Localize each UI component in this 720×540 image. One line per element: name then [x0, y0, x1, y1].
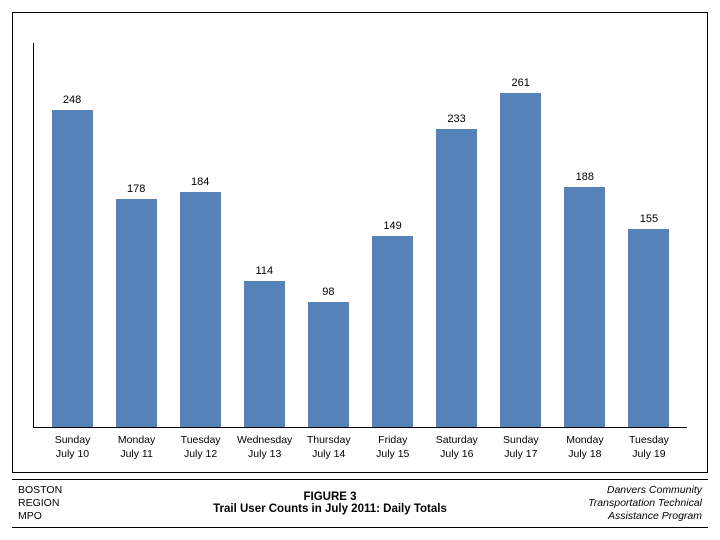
figure-number: FIGURE 3 — [108, 491, 552, 503]
x-axis-label: MondayJuly 11 — [105, 434, 169, 461]
x-axis-label: SaturdayJuly 16 — [425, 434, 489, 461]
x-axis-label: ThursdayJuly 14 — [297, 434, 361, 461]
org-line-3: MPO — [18, 510, 108, 523]
bar-slot: 248 — [40, 43, 104, 427]
program-line-3: Assistance Program — [552, 510, 702, 523]
caption-panel: BOSTON REGION MPO FIGURE 3 Trail User Co… — [12, 479, 708, 528]
caption-center: FIGURE 3 Trail User Counts in July 2011:… — [108, 491, 552, 515]
bar-value-label: 184 — [191, 176, 209, 188]
bar-slot: 114 — [232, 43, 296, 427]
bar — [244, 281, 285, 427]
bar-slot: 233 — [425, 43, 489, 427]
bar-slot: 149 — [360, 43, 424, 427]
bar-slot: 178 — [104, 43, 168, 427]
caption-right: Danvers Community Transportation Technic… — [552, 484, 702, 523]
bar-slot: 155 — [617, 43, 681, 427]
x-axis-label: SundayJuly 17 — [489, 434, 553, 461]
figure-title: Trail User Counts in July 2011: Daily To… — [108, 503, 552, 515]
bar-value-label: 248 — [63, 94, 81, 106]
bar-value-label: 98 — [322, 286, 334, 298]
x-axis-label: WednesdayJuly 13 — [233, 434, 297, 461]
bar-value-label: 114 — [256, 265, 274, 277]
plot-area: 248 178 184 114 98 149 233 261 188 155 — [33, 43, 687, 428]
bar — [436, 129, 477, 428]
x-axis-labels: SundayJuly 10MondayJuly 11TuesdayJuly 12… — [35, 428, 688, 461]
chart-panel: 248 178 184 114 98 149 233 261 188 155 SundayJuly… — [12, 12, 708, 473]
x-axis-label: FridayJuly 15 — [361, 434, 425, 461]
bar — [628, 229, 669, 428]
bar — [308, 302, 349, 428]
bar-value-label: 149 — [383, 220, 401, 232]
bar — [372, 236, 413, 427]
bar — [500, 93, 541, 427]
bar-value-label: 188 — [576, 171, 594, 183]
bar-value-label: 178 — [127, 183, 145, 195]
bar — [564, 187, 605, 428]
bar — [116, 199, 157, 427]
x-axis-label: MondayJuly 18 — [553, 434, 617, 461]
bar-slot: 188 — [553, 43, 617, 427]
bar — [52, 110, 93, 428]
bar — [180, 192, 221, 428]
x-axis-label: SundayJuly 10 — [41, 434, 105, 461]
org-line-1: BOSTON — [18, 484, 108, 497]
caption-left: BOSTON REGION MPO — [18, 484, 108, 523]
x-axis-label: TuesdayJuly 19 — [617, 434, 681, 461]
program-line-1: Danvers Community — [552, 484, 702, 497]
program-line-2: Transportation Technical — [552, 497, 702, 510]
org-line-2: REGION — [18, 497, 108, 510]
bar-slot: 184 — [168, 43, 232, 427]
bar-slot: 261 — [489, 43, 553, 427]
bar-value-label: 155 — [640, 213, 658, 225]
bar-value-label: 233 — [447, 113, 465, 125]
figure-container: 248 178 184 114 98 149 233 261 188 155 SundayJuly… — [12, 12, 708, 528]
x-axis-label: TuesdayJuly 12 — [169, 434, 233, 461]
bar-value-label: 261 — [512, 77, 530, 89]
bar-slot: 98 — [296, 43, 360, 427]
